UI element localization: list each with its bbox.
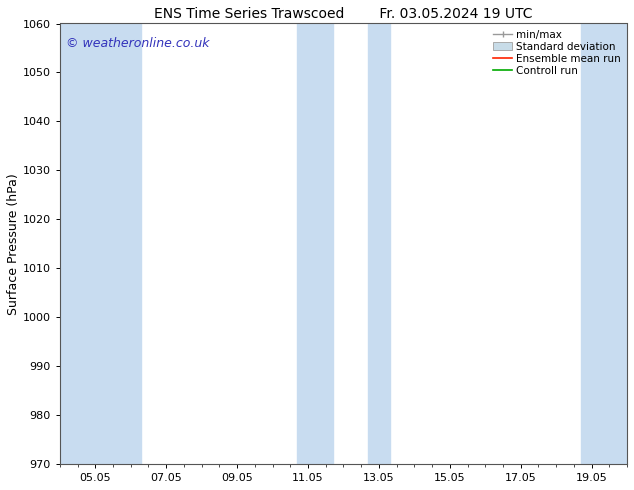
Bar xyxy=(297,24,333,464)
Y-axis label: Surface Pressure (hPa): Surface Pressure (hPa) xyxy=(7,173,20,315)
Bar xyxy=(368,24,389,464)
Legend: min/max, Standard deviation, Ensemble mean run, Controll run: min/max, Standard deviation, Ensemble me… xyxy=(490,26,624,79)
Text: © weatheronline.co.uk: © weatheronline.co.uk xyxy=(65,37,209,49)
Title: ENS Time Series Trawscoed        Fr. 03.05.2024 19 UTC: ENS Time Series Trawscoed Fr. 03.05.2024… xyxy=(154,7,533,21)
Bar xyxy=(106,24,141,464)
Bar xyxy=(60,24,106,464)
Bar xyxy=(581,24,627,464)
